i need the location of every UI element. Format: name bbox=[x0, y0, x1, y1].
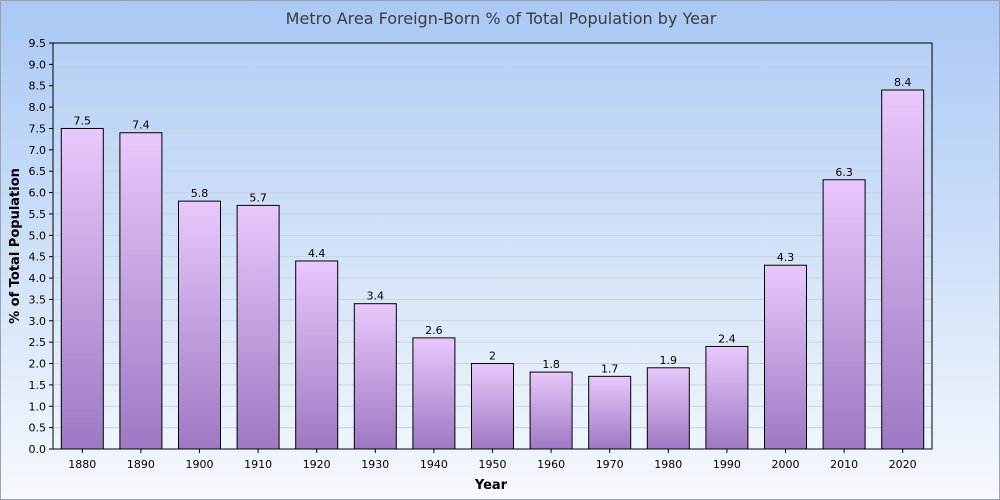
x-tick-label: 2020 bbox=[889, 458, 917, 471]
y-tick-label: 1.0 bbox=[29, 400, 47, 413]
x-tick-label: 1970 bbox=[596, 458, 624, 471]
bar-1950 bbox=[471, 363, 514, 450]
data-label-2020: 8.4 bbox=[894, 76, 912, 89]
y-tick-label: 8.0 bbox=[29, 101, 47, 114]
x-tick-label: 1890 bbox=[127, 458, 155, 471]
bar-1940 bbox=[412, 337, 456, 450]
y-tick-label: 7.5 bbox=[29, 122, 47, 135]
bar-2010 bbox=[822, 179, 866, 450]
y-tick-label: 4.0 bbox=[29, 272, 47, 285]
data-label-1920: 4.4 bbox=[308, 247, 326, 260]
data-label-1990: 2.4 bbox=[718, 332, 736, 345]
data-label-1880: 7.5 bbox=[74, 114, 92, 127]
y-tick-label: 3.0 bbox=[29, 315, 47, 328]
bar-1930 bbox=[353, 303, 397, 450]
bar-2000 bbox=[764, 264, 807, 450]
x-tick-label: 1880 bbox=[68, 458, 96, 471]
y-tick-label: 2.5 bbox=[29, 336, 47, 349]
y-tick-label: 5.5 bbox=[29, 208, 47, 221]
data-label-1970: 1.7 bbox=[601, 362, 619, 375]
data-label-1930: 3.4 bbox=[367, 290, 385, 303]
y-tick-label: 1.5 bbox=[29, 379, 47, 392]
y-tick-label: 5.0 bbox=[29, 229, 47, 242]
data-label-1960: 1.8 bbox=[542, 358, 560, 371]
y-tick-label: 8.5 bbox=[29, 80, 47, 93]
y-tick-label: 6.5 bbox=[29, 165, 47, 178]
plot-area: 0.0 0.5 1.0 1.5 2.0 2.5 3.0 3.5 4.0 4.5 5.0 5.5 6.0 6… bbox=[29, 37, 933, 471]
bar-2020 bbox=[881, 89, 925, 450]
data-label-1940: 2.6 bbox=[425, 324, 443, 337]
chart-title: Metro Area Foreign-Born % of Total Popul… bbox=[286, 9, 717, 28]
x-tick-label: 2010 bbox=[830, 458, 858, 471]
x-tick-label: 1980 bbox=[654, 458, 682, 471]
data-label-2010: 6.3 bbox=[835, 166, 853, 179]
y-tick-label: 0.5 bbox=[29, 422, 47, 435]
bar-1910 bbox=[236, 204, 280, 450]
plot-border bbox=[52, 42, 933, 450]
x-axis-label: Year bbox=[474, 478, 508, 493]
x-tick-label: 1900 bbox=[186, 458, 214, 471]
bar-1980 bbox=[646, 367, 690, 450]
data-label-1980: 1.9 bbox=[660, 354, 678, 367]
bar-1960 bbox=[529, 371, 573, 450]
y-tick-label: 0.0 bbox=[29, 443, 47, 456]
data-label-2000: 4.3 bbox=[777, 251, 795, 264]
data-label-1950: 2 bbox=[489, 350, 496, 363]
x-tick-label: 2000 bbox=[772, 458, 800, 471]
bar-1880 bbox=[60, 127, 104, 450]
data-label-1890: 7.4 bbox=[132, 119, 150, 132]
data-label-1910: 5.7 bbox=[249, 191, 267, 204]
x-tick-label: 1920 bbox=[303, 458, 331, 471]
y-tick-label: 9.0 bbox=[29, 58, 47, 71]
y-axis-label: % of Total Population bbox=[8, 168, 23, 324]
bar-1900 bbox=[178, 200, 221, 450]
data-label-1900: 5.8 bbox=[191, 187, 209, 200]
x-tick-label: 1930 bbox=[361, 458, 389, 471]
x-tick-label: 1950 bbox=[479, 458, 507, 471]
y-tick-label: 7.0 bbox=[29, 144, 47, 157]
y-tick-label: 4.5 bbox=[29, 251, 47, 264]
bar-1920 bbox=[295, 260, 339, 450]
y-tick-label: 3.5 bbox=[29, 293, 47, 306]
bar-1990 bbox=[705, 345, 749, 450]
y-tick-label: 2.0 bbox=[29, 358, 47, 371]
x-tick-label: 1910 bbox=[244, 458, 272, 471]
x-tick-label: 1990 bbox=[713, 458, 741, 471]
x-tick-label: 1960 bbox=[537, 458, 565, 471]
x-tick-label: 1940 bbox=[420, 458, 448, 471]
y-tick-label: 9.5 bbox=[29, 37, 47, 50]
y-tick-label: 6.0 bbox=[29, 187, 47, 200]
bar-1970 bbox=[588, 375, 632, 450]
bar-1890 bbox=[119, 132, 163, 450]
